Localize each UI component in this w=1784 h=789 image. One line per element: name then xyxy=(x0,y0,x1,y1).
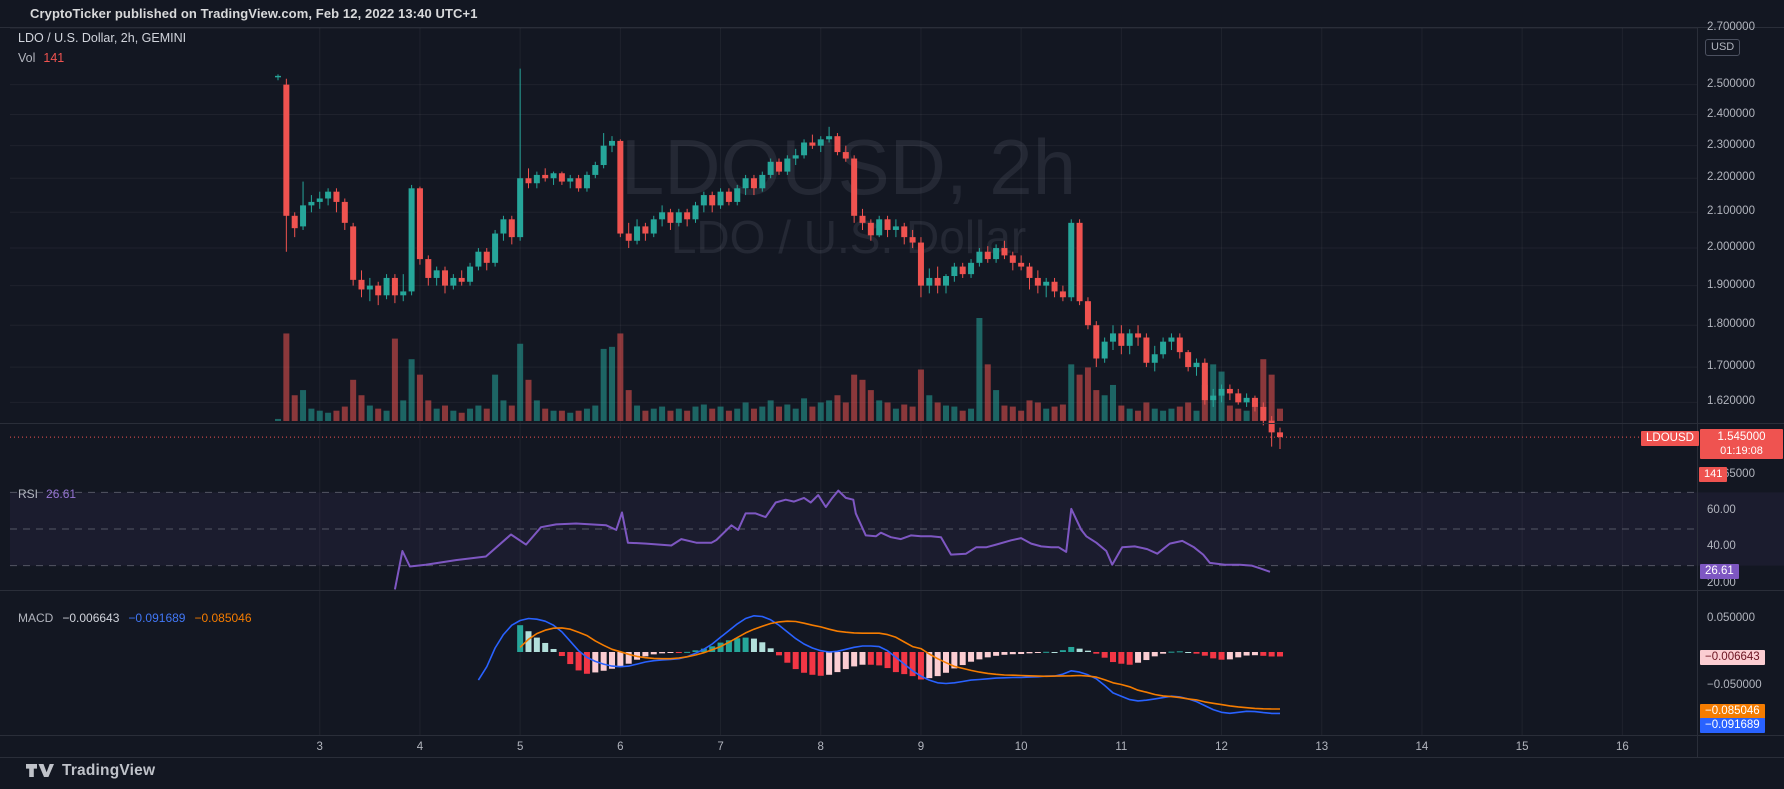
tradingview-chart-page: { "page": { "attribution": "CryptoTicker… xyxy=(0,0,1784,789)
chart-canvas[interactable] xyxy=(0,0,1784,789)
